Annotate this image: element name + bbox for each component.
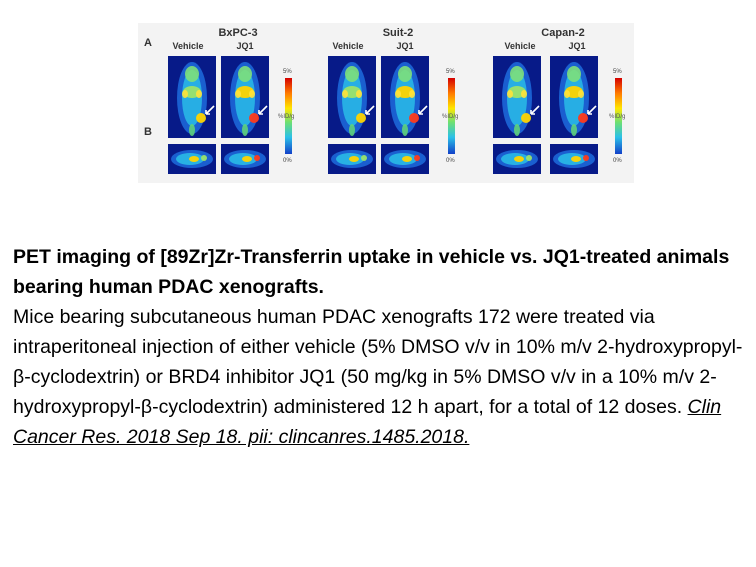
colorbar-unit-label: %ID/g — [278, 114, 295, 120]
pet-axial-scan — [381, 144, 429, 174]
pet-coronal-scan — [328, 56, 376, 138]
pet-coronal-scan — [381, 56, 429, 138]
condition-label: JQ1 — [236, 41, 254, 51]
citation-link[interactable]: Clin Cancer Res. 2018 Sep 18. pii: clinc… — [13, 396, 722, 448]
colorbar-max-label: 5% — [613, 69, 622, 75]
panel-title-suit2: Suit-2 — [382, 27, 414, 39]
colorbar — [285, 78, 292, 154]
condition-label: JQ1 — [396, 41, 414, 51]
colorbar — [448, 78, 455, 154]
caption-body: Mice bearing subcutaneous human PDAC xen… — [13, 302, 753, 452]
figure-caption: PET imaging of [89Zr]Zr-Transferrin upta… — [13, 242, 753, 452]
colorbar — [615, 78, 622, 154]
panel-title-bxpc3: BxPC-3 — [218, 27, 258, 39]
condition-label: JQ1 — [568, 41, 586, 51]
pet-axial-scan — [328, 144, 376, 174]
pet-coronal-scan — [550, 56, 598, 138]
pet-coronal-scan — [493, 56, 541, 138]
condition-label: Vehicle — [332, 41, 364, 51]
pet-figure: A B BxPC-3 Vehicle JQ1 Suit-2 Vehicle JQ… — [138, 23, 634, 183]
condition-label: Vehicle — [172, 41, 204, 51]
colorbar-unit-label: %ID/g — [442, 114, 459, 120]
condition-label: Vehicle — [504, 41, 536, 51]
colorbar-max-label: 5% — [446, 69, 455, 75]
caption-title: PET imaging of [89Zr]Zr-Transferrin upta… — [13, 246, 730, 298]
colorbar-min-label: 0% — [613, 158, 622, 164]
pet-axial-scan — [550, 144, 598, 174]
pet-axial-scan — [221, 144, 269, 174]
panel-title-capan2: Capan-2 — [541, 27, 585, 39]
colorbar-min-label: 0% — [446, 158, 455, 164]
pet-axial-scan — [493, 144, 541, 174]
colorbar-max-label: 5% — [283, 69, 292, 75]
pet-coronal-scan — [168, 56, 216, 138]
colorbar-min-label: 0% — [283, 158, 292, 164]
caption-text: Mice bearing subcutaneous human PDAC xen… — [13, 306, 743, 418]
row-label-a: A — [144, 37, 152, 49]
row-label-b: B — [144, 126, 152, 138]
pet-coronal-scan — [221, 56, 269, 138]
pet-axial-scan — [168, 144, 216, 174]
colorbar-unit-label: %ID/g — [609, 114, 626, 120]
